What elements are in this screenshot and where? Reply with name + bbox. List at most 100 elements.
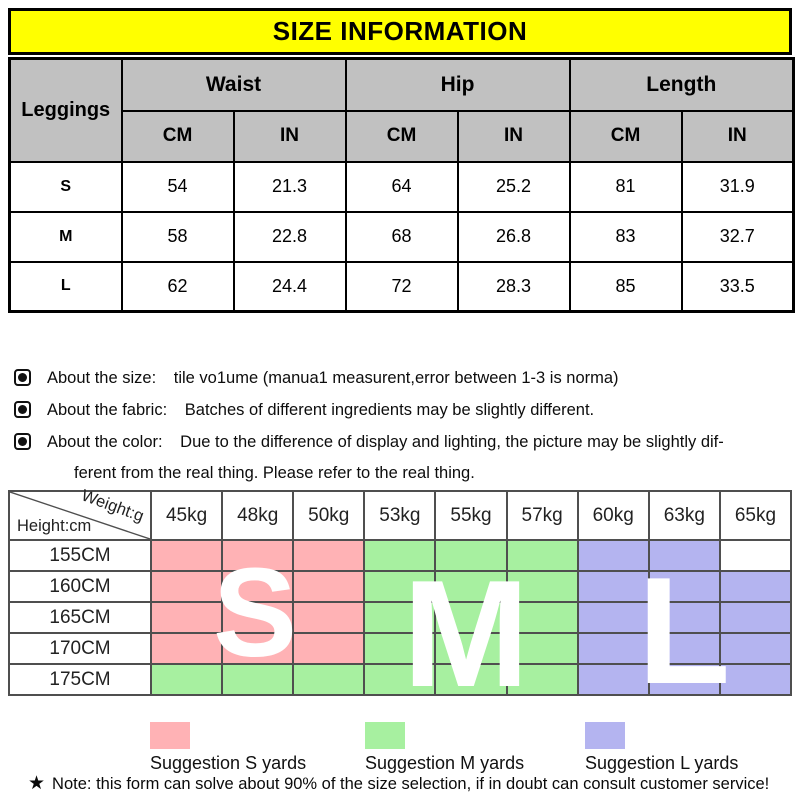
matrix-cell — [505, 601, 579, 634]
size-value: 22.8 — [232, 210, 347, 263]
matrix-cell — [292, 539, 366, 572]
note-text: Due to the difference of display and lig… — [74, 433, 724, 482]
size-table: Leggings Waist Hip Length CM IN CM IN CM… — [8, 57, 796, 313]
matrix-weight-header: 63kg — [647, 490, 721, 541]
matrix-cell — [149, 632, 224, 665]
size-value: 33.5 — [680, 260, 795, 313]
matrix-weight-header: 65kg — [718, 490, 793, 541]
bullet-icon — [14, 401, 31, 418]
size-value: 64 — [344, 160, 459, 213]
matrix-weight-header: 45kg — [149, 490, 224, 541]
size-value: 58 — [120, 210, 235, 263]
matrix-cell — [292, 632, 366, 665]
matrix-cell — [292, 663, 366, 696]
matrix-cell — [221, 632, 295, 665]
matrix-cell — [505, 570, 579, 603]
matrix-cell — [434, 570, 508, 603]
matrix-cell — [434, 601, 508, 634]
matrix-weight-header: 53kg — [363, 490, 437, 541]
size-table-unit-header: IN — [232, 109, 347, 163]
fit-matrix: Weight:g Height:cm 45kg 48kg 50kg 53kg 5… — [8, 486, 793, 718]
matrix-height-label: 175CM — [8, 663, 152, 696]
star-icon: ★ — [28, 773, 46, 794]
matrix-cell — [505, 663, 579, 696]
matrix-height-label: 165CM — [8, 601, 152, 634]
size-table-product-label: Leggings — [8, 57, 123, 163]
matrix-cell — [576, 601, 650, 634]
matrix-cell — [434, 663, 508, 696]
size-value: 31.9 — [680, 160, 795, 213]
legend-swatch — [585, 722, 625, 749]
size-row-label: L — [8, 260, 123, 313]
legend-item-s: Suggestion S yards — [150, 722, 306, 774]
matrix-cell — [718, 663, 793, 696]
note-text: tile vo1ume (manua1 measurent,error betw… — [173, 369, 619, 387]
matrix-cell — [149, 539, 224, 572]
note-text: Batches of different ingredients may be … — [184, 401, 595, 419]
size-table-unit-header: IN — [456, 109, 571, 163]
matrix-cell — [576, 570, 650, 603]
size-value: 62 — [120, 260, 235, 313]
size-table-group-length: Length — [568, 57, 795, 112]
matrix-weight-header: 48kg — [221, 490, 295, 541]
note-label: About the size: — [47, 369, 157, 387]
legend-label: Suggestion M yards — [365, 753, 525, 773]
matrix-cell — [718, 632, 793, 665]
matrix-cell — [647, 570, 721, 603]
size-value: 72 — [344, 260, 459, 313]
legend-item-m: Suggestion M yards — [365, 722, 524, 774]
footer-note-text: Note: this form can solve about 90% of t… — [52, 775, 770, 793]
note-item: About the fabric: Batches of different i… — [10, 395, 798, 426]
size-table-unit-header: IN — [680, 109, 795, 163]
fit-matrix-corner: Weight:g Height:cm — [8, 486, 152, 541]
matrix-cell — [576, 539, 650, 572]
matrix-height-label: 160CM — [8, 570, 152, 603]
matrix-cell — [363, 663, 437, 696]
page-title: SIZE INFORMATION — [8, 8, 792, 55]
matrix-cell — [718, 570, 793, 603]
size-value: 83 — [568, 210, 683, 263]
size-table-group-hip: Hip — [344, 57, 571, 112]
size-row-label: S — [8, 160, 123, 213]
note-label: About the fabric: — [47, 401, 168, 419]
size-table-unit-header: CM — [568, 109, 683, 163]
matrix-cell — [149, 601, 224, 634]
matrix-cell — [292, 570, 366, 603]
legend: Suggestion S yards Suggestion M yards Su… — [0, 722, 800, 774]
matrix-cell — [718, 539, 793, 572]
size-value: 28.3 — [456, 260, 571, 313]
matrix-cell — [718, 601, 793, 634]
footer-note: ★ Note: this form can solve about 90% of … — [28, 772, 800, 795]
matrix-cell — [292, 601, 366, 634]
size-value: 21.3 — [232, 160, 347, 213]
legend-label: Suggestion L yards — [585, 753, 739, 773]
legend-label: Suggestion S yards — [150, 753, 307, 773]
size-table-unit-header: CM — [344, 109, 459, 163]
matrix-cell — [505, 539, 579, 572]
size-value: 54 — [120, 160, 235, 213]
bullet-icon — [14, 369, 31, 386]
matrix-cell — [221, 601, 295, 634]
legend-item-l: Suggestion L yards — [585, 722, 738, 774]
size-row-label: M — [8, 210, 123, 263]
matrix-cell — [149, 663, 224, 696]
note-item: About the size: tile vo1ume (manua1 meas… — [10, 363, 798, 394]
matrix-weight-header: 57kg — [505, 490, 579, 541]
matrix-cell — [647, 663, 721, 696]
size-table-group-waist: Waist — [120, 57, 347, 112]
matrix-cell — [434, 539, 508, 572]
size-value: 26.8 — [456, 210, 571, 263]
bullet-icon — [14, 433, 31, 450]
note-item: About the color: Due to the difference o… — [10, 427, 798, 489]
matrix-cell — [647, 632, 721, 665]
matrix-cell — [221, 570, 295, 603]
matrix-cell — [363, 570, 437, 603]
matrix-cell — [363, 539, 437, 572]
matrix-cell — [434, 632, 508, 665]
matrix-weight-header: 55kg — [434, 490, 508, 541]
matrix-height-label: 170CM — [8, 632, 152, 665]
matrix-height-label: 155CM — [8, 539, 152, 572]
size-table-unit-header: CM — [120, 109, 235, 163]
size-value: 81 — [568, 160, 683, 213]
